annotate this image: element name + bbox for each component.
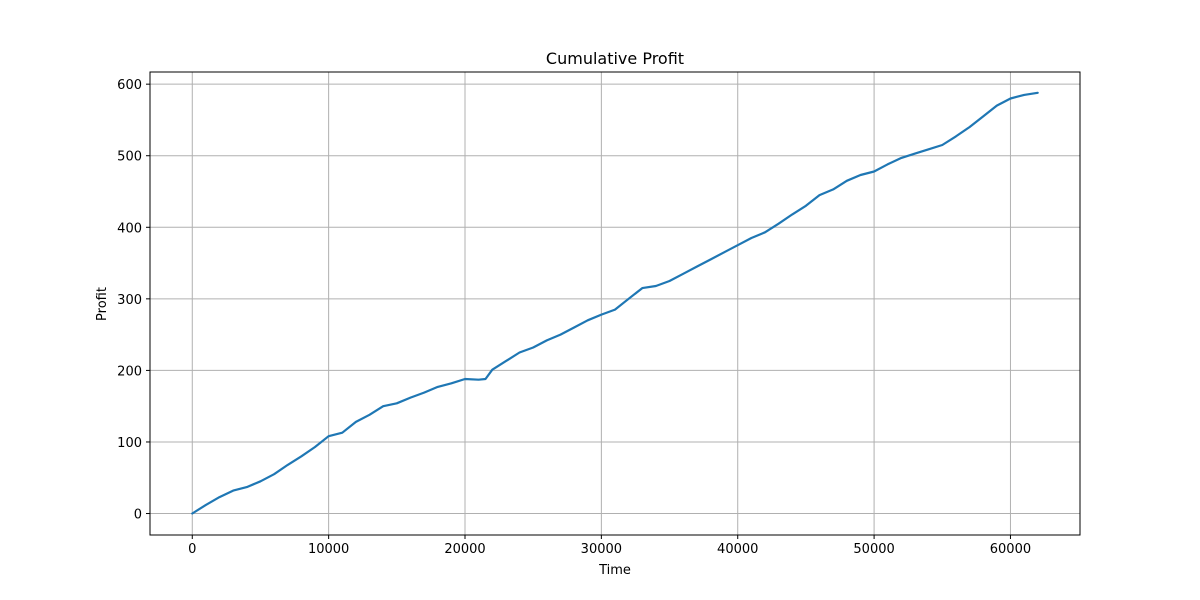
- data-point: [627, 298, 630, 300]
- data-point: [477, 378, 480, 381]
- data-point: [1009, 97, 1012, 100]
- data-point: [341, 431, 344, 434]
- data-point: [491, 368, 494, 371]
- data-point: [955, 135, 957, 138]
- data-point: [914, 152, 916, 155]
- data-point: [900, 157, 903, 159]
- data-point: [859, 174, 862, 176]
- data-point: [723, 251, 725, 254]
- x-tick-label: 50000: [853, 542, 894, 557]
- data-point: [996, 104, 998, 107]
- data-point: [259, 480, 262, 483]
- data-point: [805, 205, 807, 207]
- data-point: [355, 421, 357, 423]
- data-point: [423, 391, 425, 394]
- data-point: [559, 333, 562, 336]
- plot-frame: [149, 71, 1081, 536]
- series-line: [191, 91, 1039, 515]
- data-point: [696, 265, 698, 268]
- data-point: [518, 351, 521, 354]
- data-point: [655, 285, 657, 287]
- data-point: [409, 396, 412, 399]
- y-tick-label: 100: [117, 436, 142, 451]
- data-point: [886, 163, 889, 166]
- data-point: [1036, 91, 1039, 94]
- y-tick-label: 0: [134, 508, 142, 523]
- data-point: [982, 115, 984, 118]
- data-point: [641, 287, 644, 289]
- data-point: [709, 258, 712, 261]
- x-tick-label: 40000: [717, 542, 758, 557]
- data-point: [505, 360, 507, 362]
- x-tick-label: 60000: [990, 542, 1031, 557]
- x-tick-label: 10000: [308, 542, 349, 557]
- data-point: [436, 386, 439, 388]
- y-tick-label: 300: [117, 293, 142, 308]
- x-axis-label: Time: [598, 563, 631, 578]
- data-point: [750, 237, 753, 239]
- data-point: [1023, 94, 1025, 96]
- series-line-group: [191, 91, 1039, 515]
- data-point: [273, 473, 275, 475]
- x-tick-label: 30000: [581, 542, 622, 557]
- data-point: [846, 179, 848, 182]
- data-point: [600, 313, 603, 316]
- ticks: 0 10000 20000 30000 40000 50000 60000 0 100 200 30…: [117, 78, 1031, 557]
- data-point: [832, 188, 834, 191]
- data-point: [546, 339, 548, 342]
- data-point: [484, 378, 487, 380]
- data-point: [791, 213, 794, 216]
- data-point: [382, 405, 384, 407]
- data-point: [191, 512, 194, 515]
- y-tick-label: 500: [117, 150, 142, 165]
- data-point: [464, 378, 466, 380]
- data-point: [300, 455, 303, 458]
- data-point: [286, 464, 289, 466]
- y-tick-label: 400: [117, 221, 142, 236]
- data-point: [327, 435, 330, 438]
- data-point: [368, 413, 371, 416]
- data-point: [777, 222, 780, 225]
- data-point: [736, 244, 739, 246]
- data-point: [614, 308, 616, 311]
- data-point: [532, 346, 534, 349]
- data-point: [668, 280, 671, 282]
- data-point: [314, 446, 316, 448]
- data-point: [682, 273, 684, 275]
- data-point: [968, 126, 971, 128]
- data-point: [927, 148, 930, 151]
- data-point: [218, 496, 221, 498]
- x-tick-label: 20000: [444, 542, 485, 557]
- grid: [150, 72, 1080, 535]
- data-point: [941, 144, 944, 146]
- y-tick-label: 200: [117, 364, 142, 379]
- data-point: [586, 319, 589, 322]
- data-point: [873, 170, 875, 173]
- chart-title: Cumulative Profit: [546, 49, 684, 68]
- data-point: [232, 489, 234, 492]
- y-axis-label: Profit: [95, 287, 110, 321]
- data-point: [396, 402, 398, 405]
- data-point: [818, 194, 821, 196]
- data-point: [246, 486, 248, 488]
- data-point: [573, 326, 575, 329]
- data-point: [764, 231, 766, 234]
- data-point: [205, 504, 207, 506]
- y-tick-label: 600: [117, 78, 142, 93]
- data-point: [450, 382, 453, 385]
- x-tick-label: 0: [188, 542, 196, 557]
